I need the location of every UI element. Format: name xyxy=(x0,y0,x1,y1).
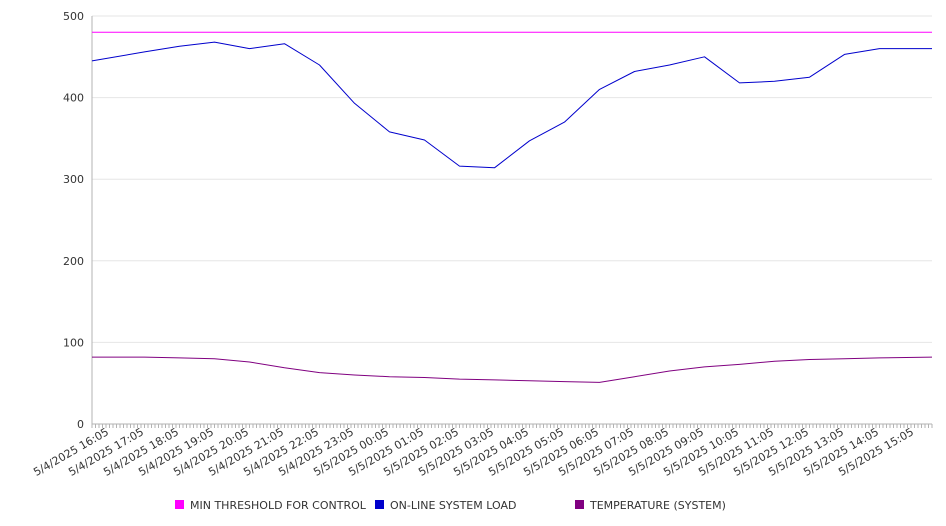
legend-label: MIN THRESHOLD FOR CONTROL xyxy=(190,499,367,512)
legend: MIN THRESHOLD FOR CONTROL ON-LINE SYSTEM … xyxy=(175,499,726,512)
series-line-1 xyxy=(91,41,932,169)
y-tick-label: 500 xyxy=(63,10,84,23)
grid-lines xyxy=(92,15,932,343)
legend-swatch xyxy=(175,500,184,509)
legend-swatch xyxy=(375,500,384,509)
legend-label: ON-LINE SYSTEM LOAD xyxy=(390,499,516,512)
y-tick-labels: 0 100 200 300 400 500 xyxy=(63,10,84,431)
y-tick-label: 100 xyxy=(63,336,84,349)
legend-label: TEMPERATURE (SYSTEM) xyxy=(589,499,726,512)
legend-item: TEMPERATURE (SYSTEM) xyxy=(575,499,726,512)
series-line-2 xyxy=(92,356,933,383)
y-tick-label: 0 xyxy=(77,418,84,431)
y-tick-label: 200 xyxy=(63,255,84,268)
legend-item: MIN THRESHOLD FOR CONTROL xyxy=(175,499,367,512)
axes xyxy=(91,16,933,428)
legend-swatch xyxy=(575,500,584,509)
series-lines xyxy=(91,31,933,383)
y-tick-label: 400 xyxy=(63,92,84,105)
legend-item: ON-LINE SYSTEM LOAD xyxy=(375,499,516,512)
y-tick-label: 300 xyxy=(63,173,84,186)
